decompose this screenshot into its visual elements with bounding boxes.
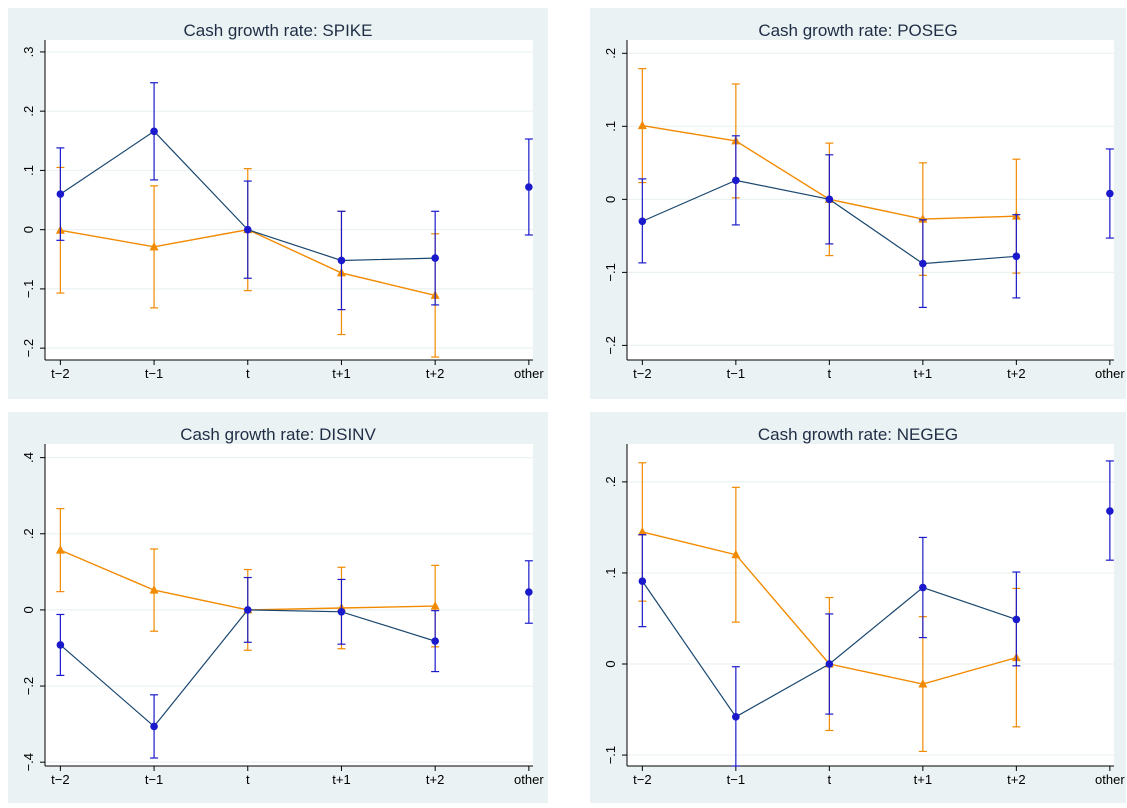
triangle-marker	[731, 549, 741, 559]
circle-marker	[1106, 189, 1114, 198]
x-tick-label: t	[246, 366, 250, 381]
triangle-marker	[637, 120, 647, 130]
triangle-marker	[55, 545, 65, 554]
circle-marker	[638, 577, 647, 585]
y-tick-label: .2	[603, 48, 618, 59]
x-tick-label: t	[828, 772, 832, 787]
y-tick-label: .1	[603, 121, 618, 132]
y-tick-label: 0	[603, 660, 618, 667]
circle-marker	[825, 660, 834, 668]
x-tick-label: t−1	[727, 366, 745, 381]
y-tick-label: −.2	[21, 339, 36, 357]
circle-marker	[732, 713, 740, 721]
y-tick-label: 0	[21, 226, 36, 233]
circle-marker	[431, 637, 439, 645]
y-tick-label: −.1	[603, 263, 618, 281]
y-tick-label: −.1	[603, 746, 618, 764]
circle-marker	[732, 176, 740, 185]
x-tick-label: other	[514, 772, 544, 787]
circle-marker	[56, 641, 65, 649]
x-tick-label: t+2	[1007, 366, 1025, 381]
y-tick-label: −.1	[21, 280, 36, 298]
plot-area	[627, 40, 1114, 360]
circle-marker	[525, 183, 533, 191]
chart-title: Cash growth rate: DISINV	[180, 425, 376, 444]
circle-marker	[638, 217, 647, 226]
x-tick-label: t−2	[633, 366, 651, 381]
chart-title: Cash growth rate: POSEG	[758, 21, 957, 40]
y-tick-label: .1	[21, 165, 36, 176]
y-tick-label: 0	[21, 606, 36, 613]
x-tick-label: other	[1095, 366, 1125, 381]
x-tick-label: other	[1095, 772, 1125, 787]
circle-marker	[919, 583, 927, 592]
y-tick-label: .4	[21, 452, 36, 463]
y-tick-label: 0	[603, 196, 618, 203]
triangle-marker	[149, 241, 159, 251]
x-tick-label: t−1	[727, 772, 745, 787]
x-tick-label: t−1	[145, 772, 163, 787]
x-tick-label: t−2	[633, 772, 651, 787]
x-tick-label: t−2	[51, 772, 69, 787]
triangle-marker	[430, 601, 440, 610]
triangle-marker	[149, 585, 159, 594]
triangle-marker	[918, 679, 928, 688]
y-tick-label: .1	[603, 568, 618, 579]
circle-marker	[337, 608, 346, 616]
circle-marker	[525, 588, 533, 596]
x-tick-label: other	[514, 366, 544, 381]
x-tick-label: t+2	[1007, 772, 1025, 787]
circle-marker	[825, 195, 834, 204]
y-tick-label: −.2	[21, 677, 36, 695]
x-tick-label: t+2	[426, 366, 444, 381]
chart-title: Cash growth rate: SPIKE	[184, 21, 373, 40]
x-tick-label: t	[246, 772, 250, 787]
circle-marker	[243, 606, 252, 614]
plot-area	[627, 444, 1114, 766]
circle-marker	[1012, 252, 1021, 261]
y-tick-label: −.4	[21, 753, 36, 771]
circle-marker	[431, 254, 439, 262]
circle-marker	[919, 259, 927, 268]
circle-marker	[1106, 507, 1114, 515]
circle-marker	[150, 127, 158, 136]
y-tick-label: −.2	[603, 336, 618, 354]
chart-panel-2: Cash growth rate: POSEG −.2 −.1 0 .1 .2 t−2 t−1…	[590, 8, 1126, 399]
chart-panel-1: Cash growth rate: SPIKE −.2 −.1 0 .1 .2 .3 t−2 t…	[8, 8, 548, 399]
x-tick-label: t+1	[914, 366, 932, 381]
y-tick-label: .2	[21, 106, 36, 117]
x-tick-label: t+1	[332, 772, 350, 787]
chart-panel-3: Cash growth rate: DISINV −.4 −.2 0 .2 .4 t−2 t−…	[8, 412, 548, 803]
x-tick-label: t+1	[914, 772, 932, 787]
plot-area	[45, 444, 533, 766]
circle-marker	[1012, 615, 1021, 624]
y-tick-label: .2	[603, 476, 618, 487]
y-tick-label: .2	[21, 528, 36, 539]
circle-marker	[56, 190, 65, 198]
chart-panel-4: Cash growth rate: NEGEG −.1 0 .1 .2 t−2 t−1 t t+…	[590, 412, 1126, 803]
triangle-marker	[637, 526, 647, 536]
x-tick-label: t−2	[51, 366, 69, 381]
x-tick-label: t−1	[145, 366, 163, 381]
circle-marker	[337, 256, 346, 265]
y-tick-label: .3	[21, 47, 36, 58]
circle-marker	[243, 225, 252, 234]
x-tick-label: t+2	[426, 772, 444, 787]
triangle-marker	[918, 214, 928, 223]
circle-marker	[150, 722, 158, 731]
x-tick-label: t+1	[332, 366, 350, 381]
plot-area	[45, 40, 533, 360]
chart-title: Cash growth rate: NEGEG	[758, 425, 958, 444]
x-tick-label: t	[828, 366, 832, 381]
